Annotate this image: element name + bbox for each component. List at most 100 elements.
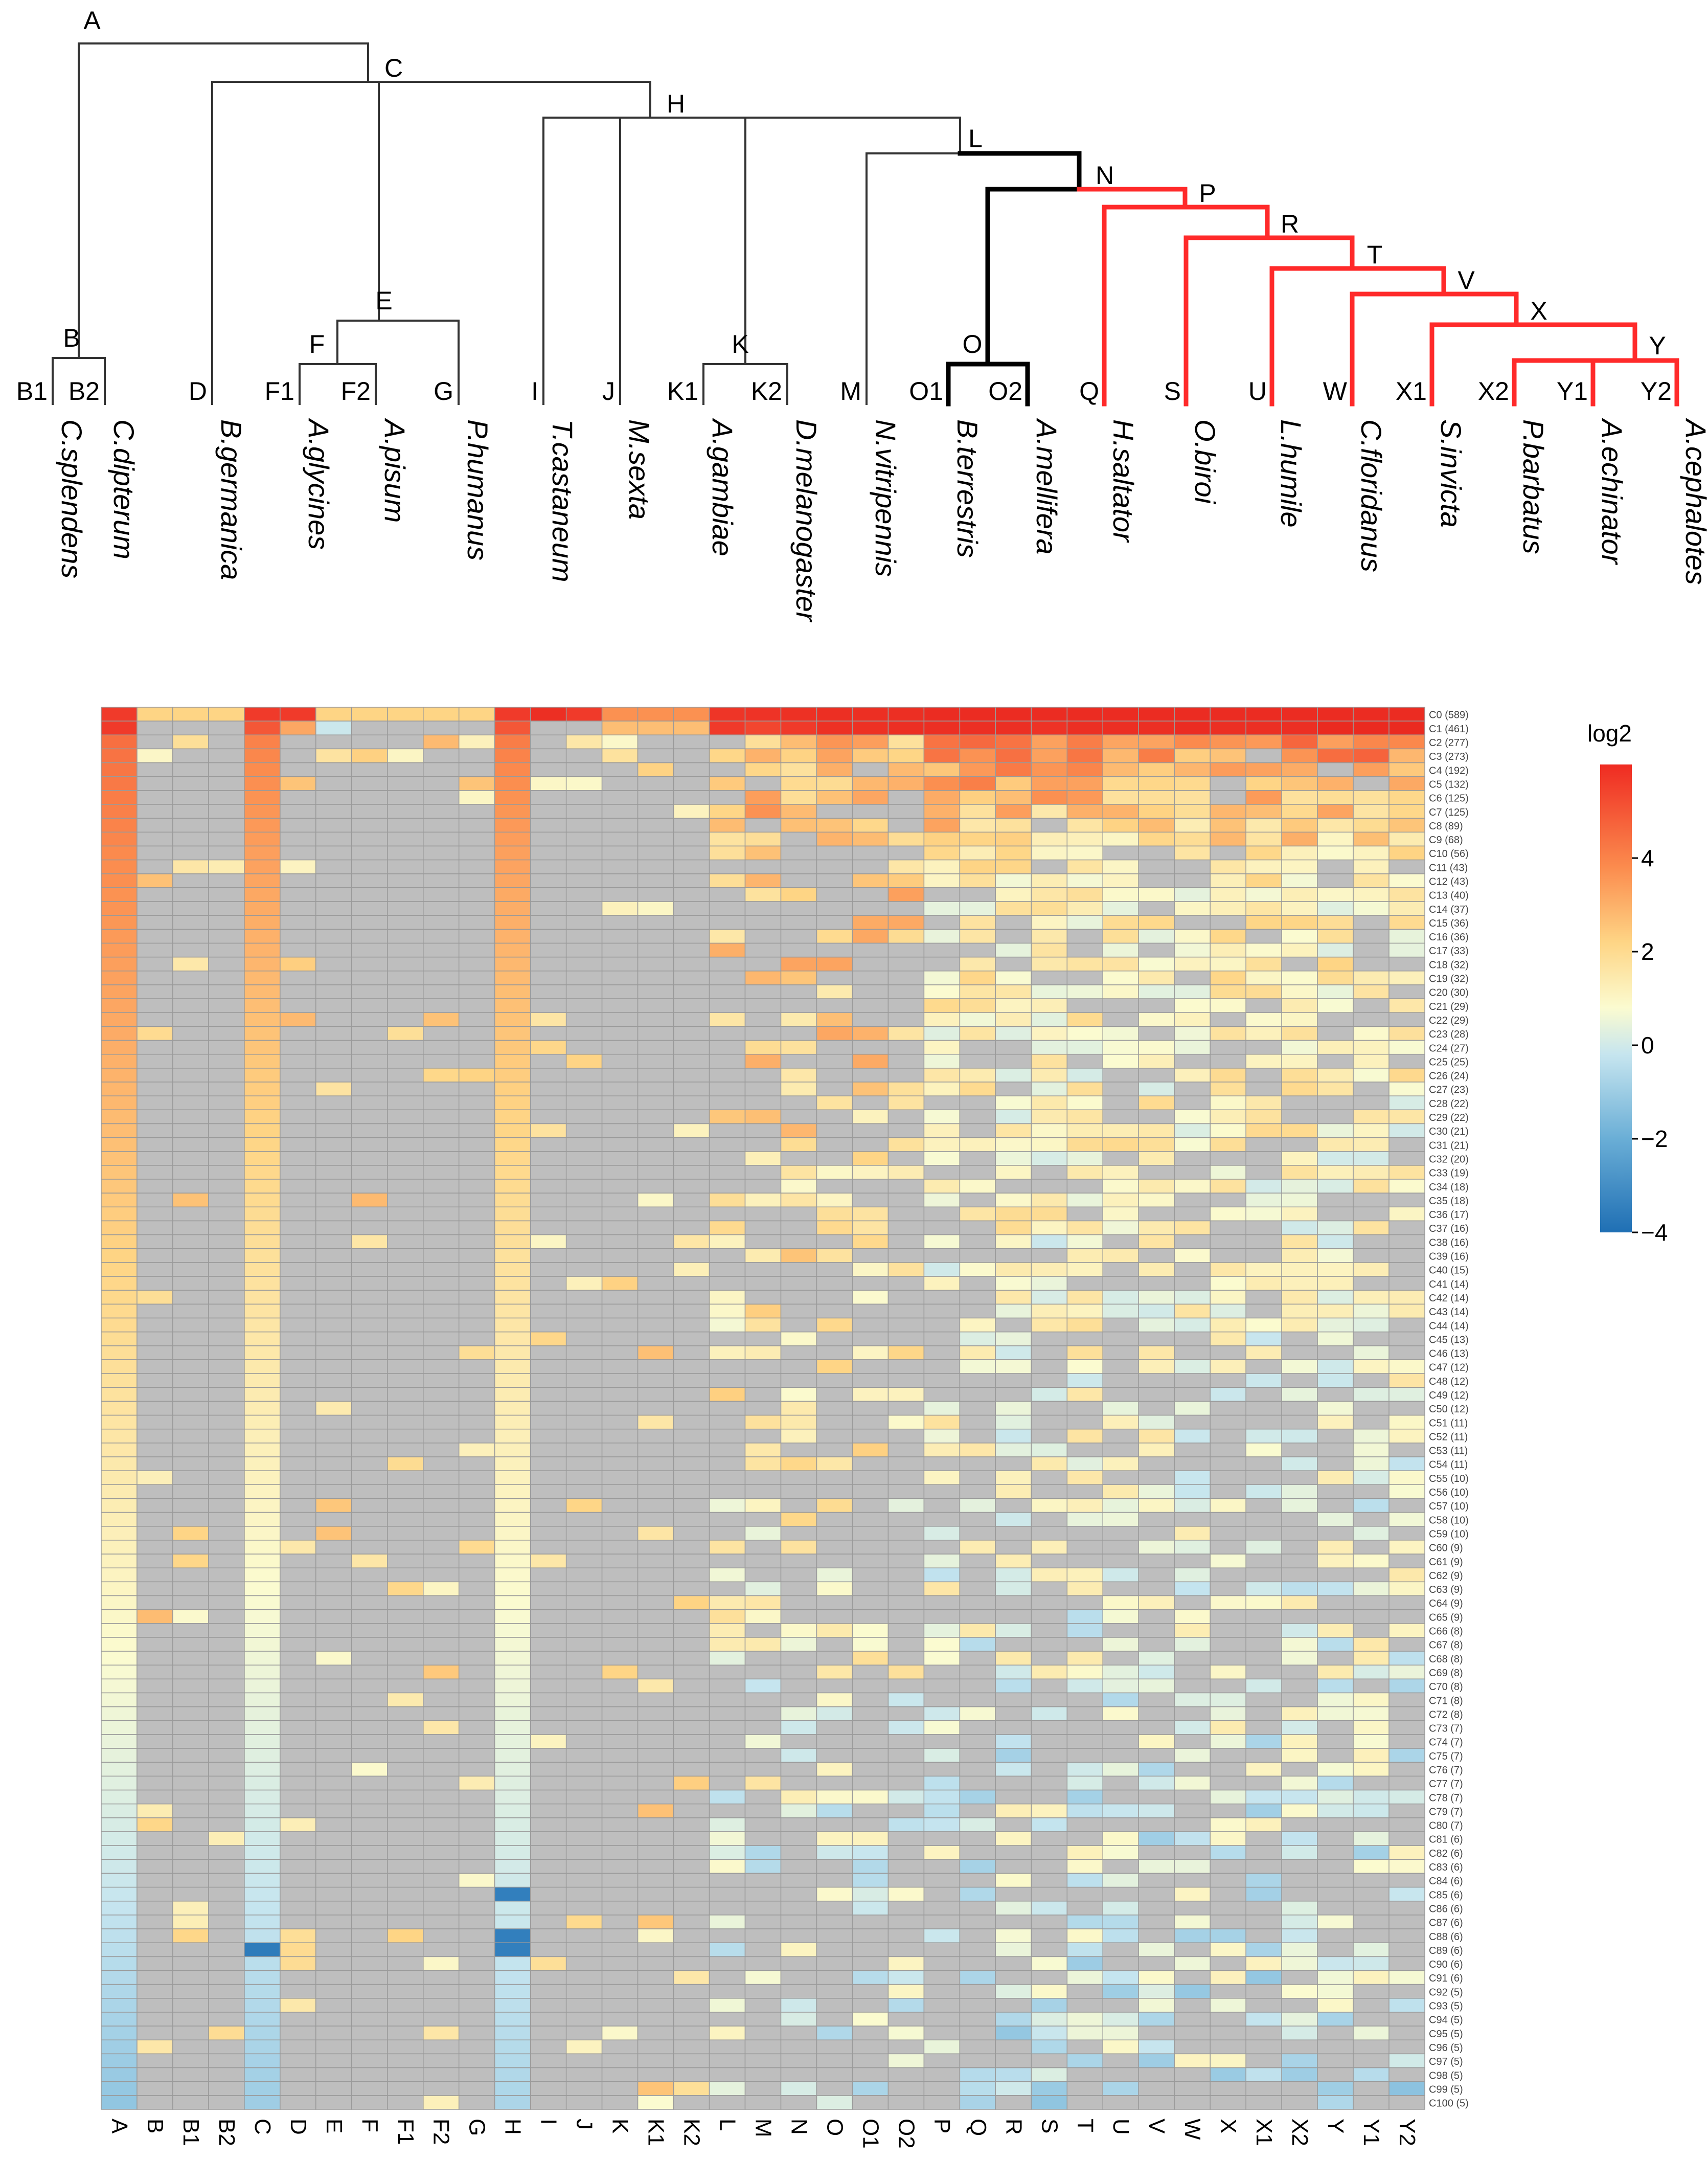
heatmap-cell	[494, 1720, 531, 1735]
heatmap-cell	[709, 1068, 746, 1083]
heatmap-cell	[995, 1373, 1032, 1388]
heatmap-cell	[280, 1734, 316, 1749]
heatmap-cell	[530, 1109, 567, 1124]
heatmap-cell	[280, 1817, 316, 1832]
heatmap-cell	[208, 1484, 245, 1499]
heatmap-cell	[1174, 1970, 1211, 1985]
heatmap-cell	[315, 1734, 352, 1749]
heatmap-cell	[959, 831, 996, 847]
heatmap-cell	[1281, 1290, 1318, 1305]
heatmap-cell	[280, 1664, 316, 1680]
heatmap-cell	[852, 1040, 889, 1055]
heatmap-cell	[494, 2095, 531, 2110]
heatmap-cell	[1353, 1831, 1390, 1846]
heatmap-cell	[280, 1595, 316, 1610]
heatmap-cell	[709, 1554, 746, 1568]
heatmap-cell	[494, 1345, 531, 1360]
heatmap-cell	[816, 1359, 853, 1374]
heatmap-cell	[816, 1401, 853, 1416]
heatmap-cell	[1031, 1873, 1068, 1888]
heatmap-cell	[1210, 1484, 1246, 1499]
heatmap-cell	[959, 1734, 996, 1749]
heatmap-cell	[709, 1373, 746, 1388]
heatmap-cell	[101, 1498, 138, 1513]
heatmap-cell	[280, 1956, 316, 1971]
heatmap-cell	[351, 1554, 388, 1568]
heatmap-cell	[101, 1831, 138, 1846]
heatmap-cell	[208, 1443, 245, 1457]
heatmap-cell	[1245, 1276, 1282, 1291]
heatmap-cell	[565, 929, 603, 944]
heatmap-cell	[565, 748, 603, 763]
heatmap-cell	[1138, 2095, 1175, 2110]
heatmap-cell	[315, 1554, 352, 1568]
heatmap-cell	[780, 1234, 817, 1249]
heatmap-cell	[244, 2053, 281, 2068]
heatmap-cell	[744, 734, 782, 750]
heatmap-cell	[852, 998, 889, 1013]
heatmap-cell	[1317, 956, 1354, 972]
heatmap-cell	[1174, 1540, 1211, 1555]
heatmap-cell	[1174, 1123, 1211, 1138]
heatmap-cell	[1138, 1831, 1175, 1846]
heatmap-cell	[1245, 915, 1282, 930]
heatmap-cell	[1210, 887, 1246, 902]
heatmap-cell	[1102, 1831, 1139, 1846]
heatmap-cell	[423, 1276, 460, 1291]
heatmap-cell	[1317, 1082, 1354, 1096]
heatmap-cell	[208, 1040, 245, 1055]
heatmap-cell	[1245, 1942, 1282, 1957]
heatmap-cell	[601, 818, 639, 833]
heatmap-cell	[136, 1567, 173, 1583]
heatmap-cell	[244, 1706, 281, 1721]
heatmap-cell	[780, 1567, 817, 1583]
heatmap-cell	[816, 2095, 853, 2110]
heatmap-cell	[136, 1123, 173, 1138]
heatmap-cell	[744, 1901, 782, 1916]
heatmap-cell	[172, 707, 209, 722]
heatmap-cell	[637, 1373, 674, 1388]
heatmap-cell	[387, 1970, 424, 1985]
heatmap-cell	[673, 1678, 710, 1694]
heatmap-cell	[387, 1540, 424, 1555]
heatmap-cell	[995, 2026, 1032, 2040]
heatmap-cell	[816, 1248, 853, 1263]
species-J: M.sexta	[623, 419, 655, 520]
column-label: X	[1216, 2119, 1241, 2133]
heatmap-cell	[494, 1484, 531, 1499]
heatmap-cell	[315, 1775, 352, 1791]
heatmap-cell	[494, 1803, 531, 1818]
heatmap-cell	[1245, 1345, 1282, 1360]
heatmap-cell	[172, 929, 209, 944]
heatmap-cell	[423, 818, 460, 833]
heatmap-cell	[530, 971, 567, 985]
heatmap-cell	[637, 2012, 674, 2027]
heatmap-cell	[101, 1484, 138, 1499]
heatmap-cell	[959, 1942, 996, 1957]
heatmap-cell	[387, 1026, 424, 1041]
heatmap-cell	[1210, 1775, 1246, 1791]
heatmap-cell	[1353, 1581, 1390, 1596]
heatmap-cell	[351, 748, 388, 763]
heatmap-cell	[351, 1123, 388, 1138]
heatmap-cell	[530, 845, 567, 861]
heatmap-cell	[208, 1206, 245, 1222]
heatmap-cell	[852, 762, 889, 777]
heatmap-cell	[1353, 1998, 1390, 2013]
heatmap-cell	[1066, 2012, 1104, 2027]
heatmap-cell	[351, 1998, 388, 2013]
heatmap-cell	[1138, 1845, 1175, 1860]
heatmap-cell	[995, 1443, 1032, 1457]
heatmap-cell	[1031, 707, 1068, 722]
heatmap-cell	[387, 1262, 424, 1277]
heatmap-cell	[1210, 1942, 1246, 1957]
heatmap-cell	[887, 1623, 925, 1638]
heatmap-cell	[1138, 1456, 1175, 1471]
legend-tick-label: 2	[1641, 938, 1654, 965]
heatmap-cell	[816, 1512, 853, 1527]
heatmap-cell	[1388, 1428, 1425, 1444]
leaf-id-X2: X2	[1478, 377, 1509, 406]
heatmap-cell	[923, 1443, 961, 1457]
heatmap-cell	[1388, 1803, 1425, 1818]
